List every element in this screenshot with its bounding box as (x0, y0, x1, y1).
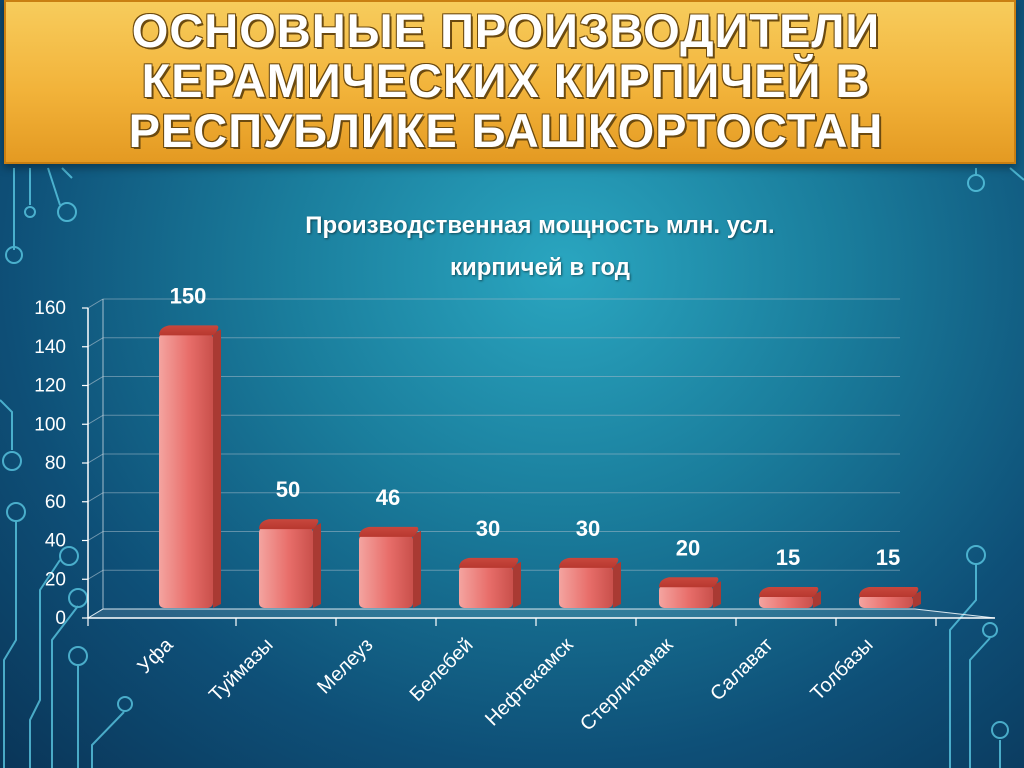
y-tick-label: 160 (34, 298, 66, 319)
bar (259, 527, 313, 608)
bar-side (613, 561, 621, 608)
bar-cap (659, 577, 719, 588)
y-tick-label: 140 (34, 337, 66, 358)
gridline-depth (87, 569, 104, 580)
bar (559, 565, 613, 608)
data-label: 30 (576, 516, 600, 541)
bar (359, 534, 413, 608)
bar (759, 594, 813, 608)
bar-cap (559, 557, 619, 568)
gridline-depth (87, 298, 104, 309)
category-label: Толбазы (807, 634, 878, 705)
chart-title: Производственная мощность млн. усл. кирп… (305, 212, 775, 281)
category-label: Салават (706, 634, 777, 705)
bar-side (713, 581, 721, 608)
y-tick-label: 120 (34, 376, 66, 397)
bar (859, 594, 913, 608)
data-label: 150 (170, 283, 207, 308)
bar (159, 333, 213, 608)
gridline-depth (87, 531, 104, 541)
bar-cap (359, 526, 419, 537)
category-label: Нефтекамск (481, 634, 578, 731)
y-tick-label: 40 (45, 531, 66, 552)
y-tick-label: 100 (34, 414, 66, 435)
chart-floor (86, 608, 996, 619)
bar-side (513, 561, 521, 608)
data-label: 15 (876, 545, 900, 570)
bar-side (813, 590, 821, 608)
title-banner (4, 0, 1016, 164)
slide-title: ОСНОВНЫЕ ПРОИЗВОДИТЕЛИ КЕРАМИЧЕСКИХ КИРП… (128, 4, 884, 157)
category-label: Туймазы (205, 634, 277, 706)
gridline-depth (87, 453, 104, 464)
bar-cap (859, 586, 919, 597)
data-label: 46 (376, 485, 400, 510)
category-label: Стерлитамак (576, 634, 678, 736)
bar-side (913, 590, 921, 608)
category-label: Белебей (406, 634, 478, 706)
y-tick-label: 0 (55, 608, 66, 629)
bar-cap (759, 586, 819, 597)
gridline-depth (87, 414, 104, 425)
gridline-depth (87, 376, 104, 386)
y-tick-label: 20 (45, 569, 66, 590)
bar (659, 585, 713, 608)
bar-side (413, 530, 421, 608)
gridline-depth (87, 492, 104, 503)
bar (459, 565, 513, 608)
gridline-depth (87, 337, 104, 348)
bar-cap (159, 325, 219, 336)
bar-side (213, 329, 221, 608)
data-label: 50 (276, 477, 300, 502)
data-label: 15 (776, 545, 800, 570)
bar-cap (459, 557, 519, 568)
data-label: 20 (676, 535, 700, 560)
data-label: 30 (476, 516, 500, 541)
bar-cap (259, 519, 319, 530)
category-label: Уфа (133, 633, 178, 678)
category-label: Мелеуз (313, 634, 377, 698)
bar-side (313, 523, 321, 608)
y-tick-label: 60 (45, 492, 66, 513)
y-tick-label: 80 (45, 453, 66, 474)
